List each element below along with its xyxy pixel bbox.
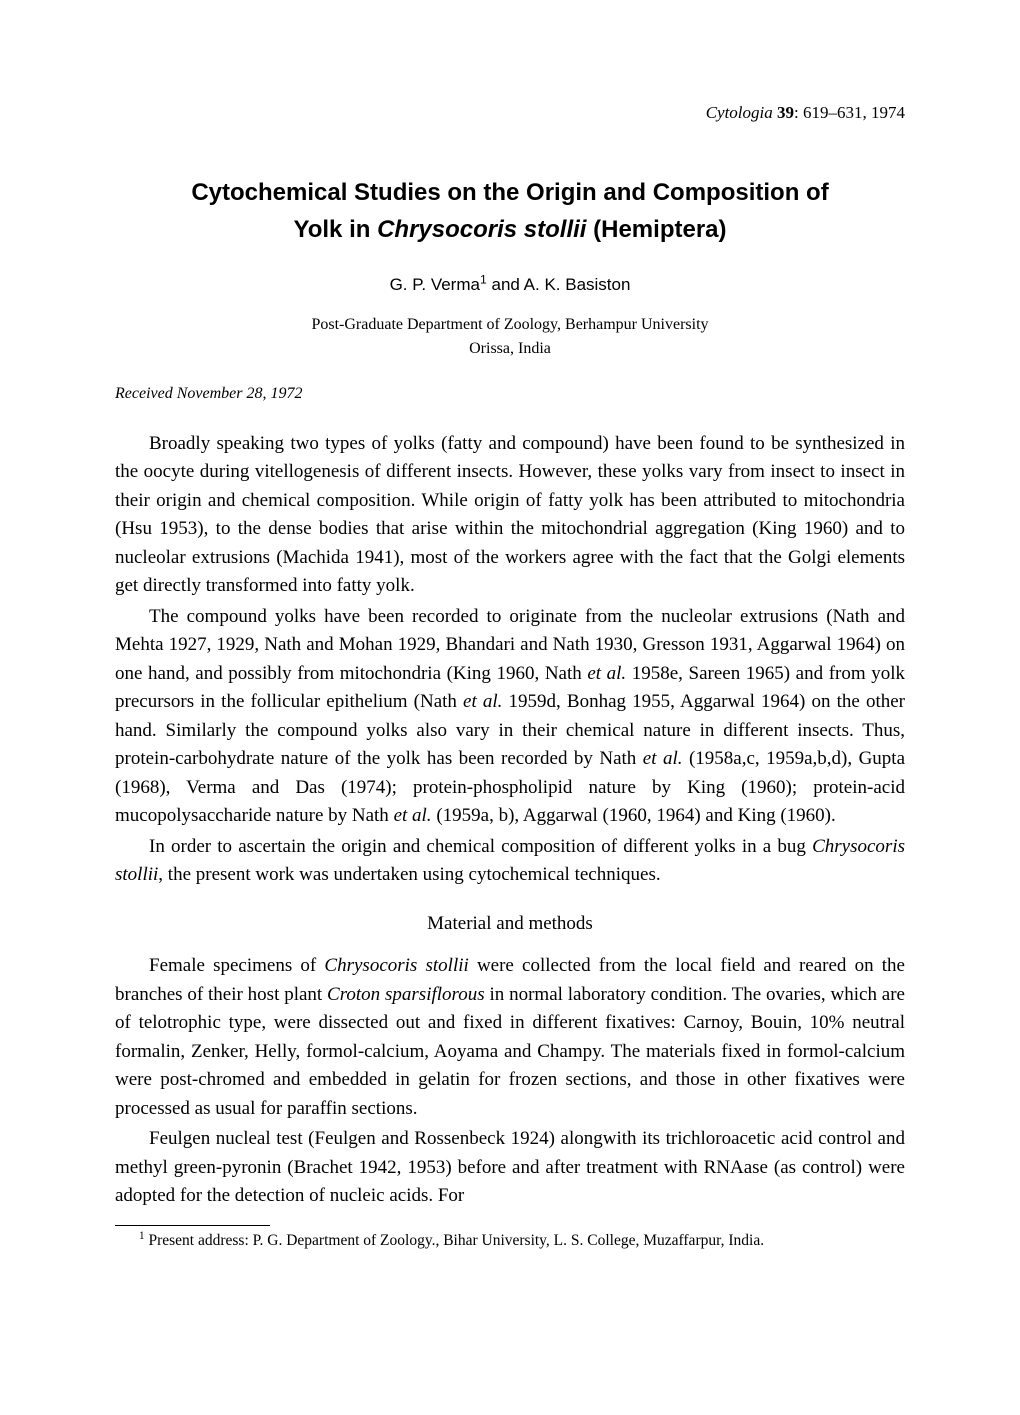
author-primary: G. P. Verma [390, 275, 480, 294]
title-species: Chrysocoris stollii [377, 216, 586, 243]
m1-text-a: Female specimens of [149, 955, 324, 976]
journal-pages: 619–631 [803, 103, 863, 122]
section-heading-materials: Material and methods [115, 910, 905, 939]
p2-etal-4: et al. [394, 805, 432, 826]
title-line2-prefix: Yolk in [294, 216, 378, 243]
methods-paragraph-2: Feulgen nucleal test (Feulgen and Rossen… [115, 1125, 905, 1211]
title-line1: Cytochemical Studies on the Origin and C… [191, 179, 828, 206]
intro-paragraph-1: Broadly speaking two types of yolks (fat… [115, 430, 905, 601]
p2-text-e: (1959a, b), Aggarwal (1960, 1964) and Ki… [432, 805, 836, 826]
p2-etal-2: et al. [463, 691, 502, 712]
journal-volume: 39 [777, 103, 794, 122]
methods-paragraph-1: Female specimens of Chrysocoris stollii … [115, 952, 905, 1123]
journal-colon: : [794, 103, 803, 122]
p2-etal-1: et al. [587, 663, 626, 684]
p2-etal-3: et al. [643, 748, 683, 769]
received-date: Received November 28, 1972 [115, 382, 905, 406]
affiliation: Post-Graduate Department of Zoology, Ber… [115, 313, 905, 359]
footnote: 1 Present address: P. G. Department of Z… [115, 1230, 905, 1252]
affiliation-line1: Post-Graduate Department of Zoology, Ber… [311, 316, 708, 333]
footnote-rule [115, 1225, 270, 1226]
paper-title: Cytochemical Studies on the Origin and C… [115, 174, 905, 248]
author-secondary: and A. K. Basiston [487, 275, 631, 294]
journal-comma: , [863, 103, 872, 122]
journal-year: 1974 [871, 103, 905, 122]
title-line2-suffix: (Hemiptera) [586, 216, 726, 243]
m1-species-2: Croton sparsiflorous [327, 984, 485, 1005]
p3-text-a: In order to ascertain the origin and che… [149, 836, 812, 857]
footnote-text: Present address: P. G. Department of Zoo… [145, 1232, 765, 1249]
author-footnote-marker: 1 [480, 272, 487, 286]
intro-paragraph-2: The compound yolks have been recorded to… [115, 603, 905, 831]
intro-paragraph-3: In order to ascertain the origin and che… [115, 833, 905, 890]
journal-name: Cytologia [706, 103, 773, 122]
journal-reference: Cytologia 39: 619–631, 1974 [115, 100, 905, 126]
m1-species-1: Chrysocoris stollii [324, 955, 468, 976]
authors: G. P. Verma1 and A. K. Basiston [115, 272, 905, 298]
p3-text-b: , the present work was undertaken using … [158, 864, 660, 885]
affiliation-line2: Orissa, India [469, 340, 551, 357]
